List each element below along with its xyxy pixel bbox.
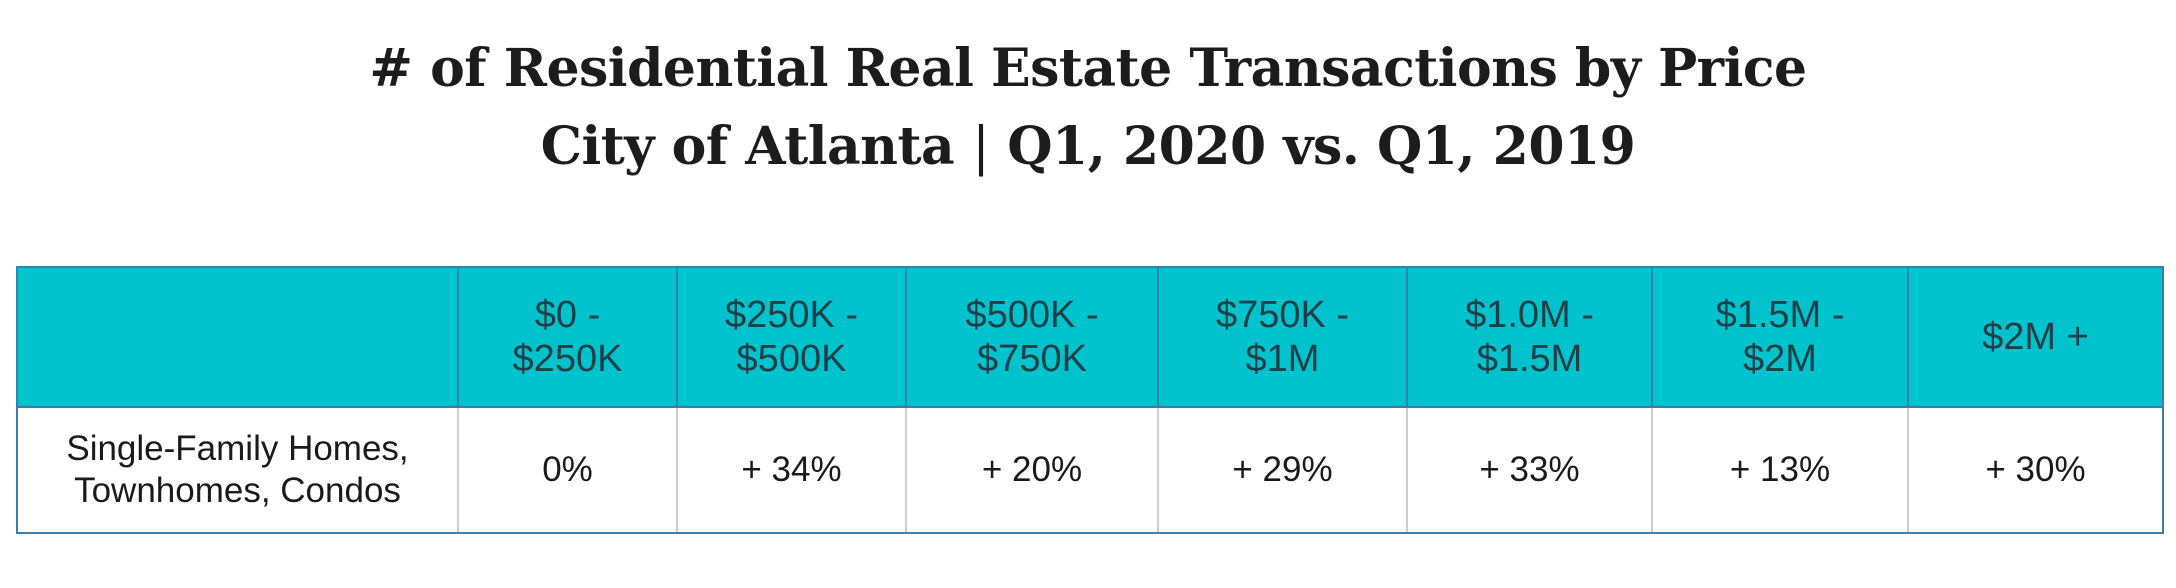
row-label-cell: Single-Family Homes, Townhomes, Condos	[16, 407, 459, 534]
subtitle-separator: |	[972, 117, 990, 177]
column-header: $2M +	[1907, 266, 2164, 408]
value-cell: + 13%	[1651, 407, 1909, 534]
column-header-line: $1.0M -	[1465, 294, 1594, 336]
value-cell: 0%	[457, 407, 678, 534]
column-header-line: $2M +	[1982, 316, 2089, 358]
column-header-line: $1.5M -	[1715, 294, 1845, 336]
chart-title: # of Residential Real Estate Transaction…	[369, 38, 1807, 99]
subtitle-period: Q1, 2020 vs. Q1, 2019	[1007, 116, 1636, 177]
row-label-line: Townhomes, Condos	[74, 471, 401, 510]
column-header-line: $750K -	[1215, 294, 1350, 336]
value-cell: + 29%	[1157, 407, 1408, 534]
column-header-line: $250K	[512, 338, 623, 380]
chart-subtitle: City of Atlanta | Q1, 2020 vs. Q1, 2019	[0, 108, 2176, 186]
column-header: $0 - $250K	[457, 266, 678, 408]
column-header: $750K - $1M	[1157, 266, 1408, 408]
price-range-table: $0 - $250K $250K - $500K $500K - $750K $750…	[16, 266, 2164, 534]
header-corner-cell	[16, 266, 459, 408]
table-header-row: $0 - $250K $250K - $500K $500K - $750K $750…	[16, 266, 2164, 408]
column-header-line: $1M	[1245, 338, 1320, 380]
value-cell: + 20%	[905, 407, 1159, 534]
column-header: $1.0M - $1.5M	[1406, 266, 1653, 408]
value-cell: + 30%	[1907, 407, 2164, 534]
column-header-line: $250K -	[724, 294, 859, 336]
column-header-line: $500K	[736, 338, 847, 380]
column-header: $500K - $750K	[905, 266, 1159, 408]
column-header-line: $0 -	[534, 294, 601, 336]
row-label-line: Single-Family Homes,	[66, 429, 409, 468]
value-cell: + 33%	[1406, 407, 1653, 534]
column-header: $1.5M - $2M	[1651, 266, 1909, 408]
column-header-line: $2M	[1743, 338, 1817, 380]
column-header-line: $750K	[977, 338, 1087, 380]
value-cell: + 34%	[676, 407, 907, 534]
table-row: Single-Family Homes, Townhomes, Condos 0%…	[16, 407, 2164, 534]
column-header-line: $500K -	[965, 294, 1099, 336]
column-header-line: $1.5M	[1476, 338, 1583, 380]
column-header: $250K - $500K	[676, 266, 907, 408]
chart-title-block: # of Residential Real Estate Transaction…	[0, 30, 2176, 186]
subtitle-city: City of Atlanta	[540, 116, 955, 177]
